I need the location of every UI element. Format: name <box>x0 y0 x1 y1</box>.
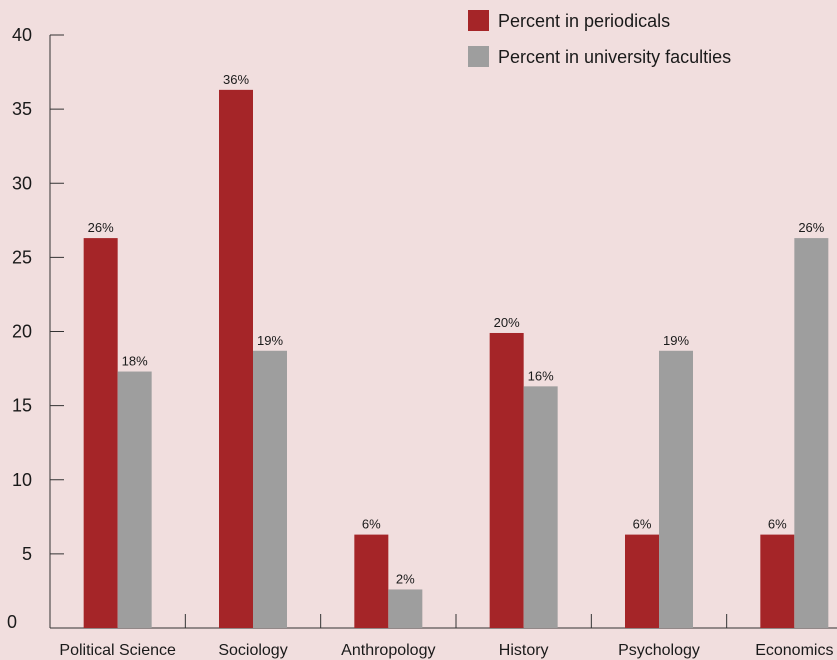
data-label: 19% <box>663 333 689 348</box>
legend-label: Percent in university faculties <box>498 47 731 67</box>
bar-periodicals <box>354 534 389 628</box>
legend-swatch <box>468 10 489 31</box>
y-tick-label: 0 <box>7 612 17 632</box>
x-category-label: Anthropology <box>341 642 435 659</box>
data-label: 20% <box>494 315 520 330</box>
y-tick-label: 5 <box>22 544 32 564</box>
bar-periodicals <box>489 332 524 628</box>
y-tick-label: 15 <box>12 396 32 416</box>
y-tick-label: 40 <box>12 25 32 45</box>
x-category-label: Psychology <box>618 642 700 659</box>
bar-faculties <box>117 371 152 628</box>
bar-periodicals <box>83 238 118 629</box>
bar-faculties <box>659 350 693 628</box>
y-tick-label: 10 <box>12 470 32 490</box>
data-label: 6% <box>633 517 652 532</box>
x-category-label: Political Science <box>59 642 176 659</box>
bar-faculties <box>253 350 287 628</box>
data-label: 6% <box>362 517 381 532</box>
x-category-label: Economics <box>755 642 833 659</box>
bar-periodicals <box>625 534 659 628</box>
data-label: 2% <box>396 571 415 586</box>
y-tick-label: 20 <box>12 322 32 342</box>
data-label: 18% <box>122 354 148 369</box>
legend-label: Percent in periodicals <box>498 11 670 31</box>
bar-periodicals <box>219 89 253 629</box>
bars: 26% 18% 36% 19% 6% 2% 20% 16% 6% 19% 6% 26% <box>83 72 829 629</box>
data-label: 19% <box>257 333 283 348</box>
data-label: 26% <box>798 220 824 235</box>
x-category-label: Sociology <box>218 642 287 659</box>
data-label: 6% <box>768 517 787 532</box>
data-label: 26% <box>88 220 114 235</box>
bar-faculties <box>794 238 829 629</box>
data-label: 36% <box>223 72 249 87</box>
legend: Percent in periodicals Percent in univers… <box>468 10 731 67</box>
bar-faculties <box>523 386 558 628</box>
y-tick-label: 30 <box>12 173 32 193</box>
data-label: 16% <box>528 368 554 383</box>
y-tick-label: 35 <box>12 99 32 119</box>
legend-swatch <box>468 46 489 67</box>
y-tick-label: 25 <box>12 247 32 267</box>
axes: 0 5 10 15 20 25 30 35 40 Political Science Sociolo… <box>7 25 837 659</box>
bar-periodicals <box>760 534 795 628</box>
x-category-label: History <box>499 642 549 659</box>
bar-faculties <box>388 589 423 628</box>
